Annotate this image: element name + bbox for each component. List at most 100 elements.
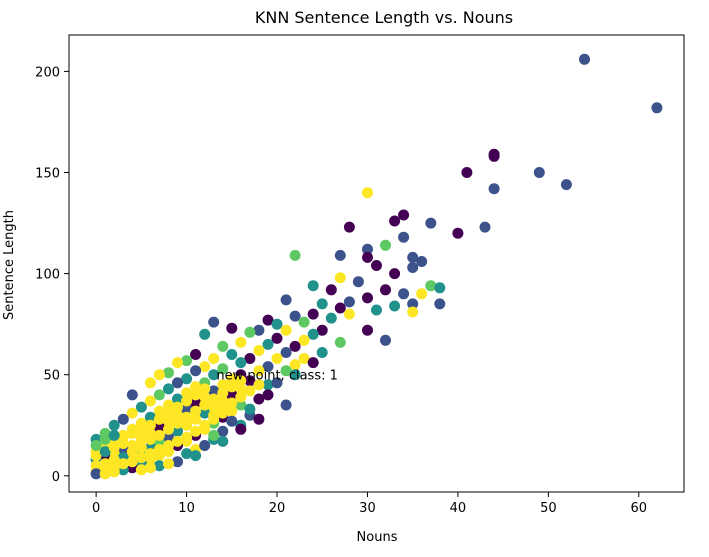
data-point [226, 322, 238, 334]
data-point [163, 440, 174, 451]
data-point [280, 347, 292, 358]
data-point [108, 454, 120, 466]
data-point [434, 282, 446, 294]
data-point [181, 395, 193, 407]
data-point [253, 393, 265, 405]
data-point [126, 389, 138, 401]
data-point [425, 217, 437, 229]
data-point [253, 345, 265, 356]
data-point [144, 395, 156, 407]
data-point [217, 407, 229, 419]
data-point [172, 377, 183, 389]
data-point [271, 318, 283, 330]
data-point [135, 417, 147, 429]
data-point [371, 304, 382, 316]
data-point [199, 407, 211, 419]
data-point [163, 431, 174, 443]
data-point [380, 239, 391, 251]
data-point [190, 425, 202, 437]
data-point [262, 379, 274, 391]
data-point [153, 421, 165, 433]
data-point [144, 433, 156, 445]
data-point [226, 405, 238, 417]
data-point [334, 336, 346, 348]
data-point [289, 369, 301, 381]
data-point [343, 221, 355, 233]
data-point [380, 284, 391, 296]
y-tick-label: 0 [52, 470, 60, 485]
data-point [199, 399, 211, 411]
data-point [280, 294, 292, 306]
data-point [579, 53, 590, 65]
data-point [217, 379, 229, 391]
data-point [190, 389, 202, 401]
data-point [153, 460, 165, 472]
data-point [190, 405, 202, 417]
data-point [253, 413, 265, 425]
data-point [135, 433, 147, 445]
data-point [172, 456, 183, 468]
data-point [334, 249, 346, 261]
x-axis-ticks: 0 10 20 30 40 50 60 [92, 492, 647, 516]
data-point [334, 272, 346, 284]
data-point [271, 353, 283, 364]
data-point [208, 393, 220, 405]
data-point [362, 324, 373, 336]
data-point [380, 334, 391, 346]
x-tick-label: 60 [631, 501, 648, 516]
data-point [244, 403, 256, 415]
data-point [181, 373, 193, 385]
data-point [461, 167, 473, 178]
data-point [253, 324, 265, 336]
data-point [108, 442, 120, 453]
data-point [488, 150, 500, 162]
new-point-annotation: new point, class: 1 [216, 369, 337, 384]
data-point [226, 389, 238, 401]
data-point [244, 385, 256, 397]
data-point [153, 444, 165, 455]
data-point [217, 435, 229, 447]
data-point [181, 431, 193, 443]
data-point [108, 462, 120, 474]
data-point [117, 413, 129, 425]
data-point [452, 227, 464, 239]
data-point [126, 407, 138, 419]
x-tick-label: 10 [178, 501, 195, 516]
data-point [307, 280, 319, 292]
data-point [560, 179, 572, 191]
data-point [144, 462, 156, 474]
data-point [90, 450, 102, 462]
data-point [153, 389, 165, 401]
data-point [407, 262, 419, 273]
data-point [172, 393, 183, 405]
data-point [407, 251, 419, 263]
y-axis-ticks: 0 50 100 150 200 [35, 65, 69, 485]
data-point [181, 448, 193, 460]
data-point [190, 349, 202, 360]
data-point [108, 419, 120, 431]
data-point [307, 357, 319, 369]
data-point [226, 373, 238, 385]
data-point [398, 209, 410, 221]
data-point [126, 456, 138, 468]
data-point [199, 419, 211, 431]
data-point [244, 326, 256, 338]
data-point [253, 379, 265, 391]
data-point [352, 276, 364, 288]
data-point [163, 407, 174, 419]
data-point [235, 383, 247, 395]
data-point [262, 389, 274, 401]
data-point [153, 413, 165, 425]
data-point [163, 458, 174, 470]
y-tick-label: 100 [35, 268, 60, 283]
data-point [181, 403, 193, 415]
data-point [325, 312, 337, 324]
data-point [362, 187, 373, 199]
data-point [244, 375, 256, 387]
data-point [262, 338, 274, 350]
y-tick-label: 50 [43, 369, 60, 384]
data-point [108, 429, 120, 441]
data-point [190, 397, 202, 409]
data-point [316, 347, 328, 358]
